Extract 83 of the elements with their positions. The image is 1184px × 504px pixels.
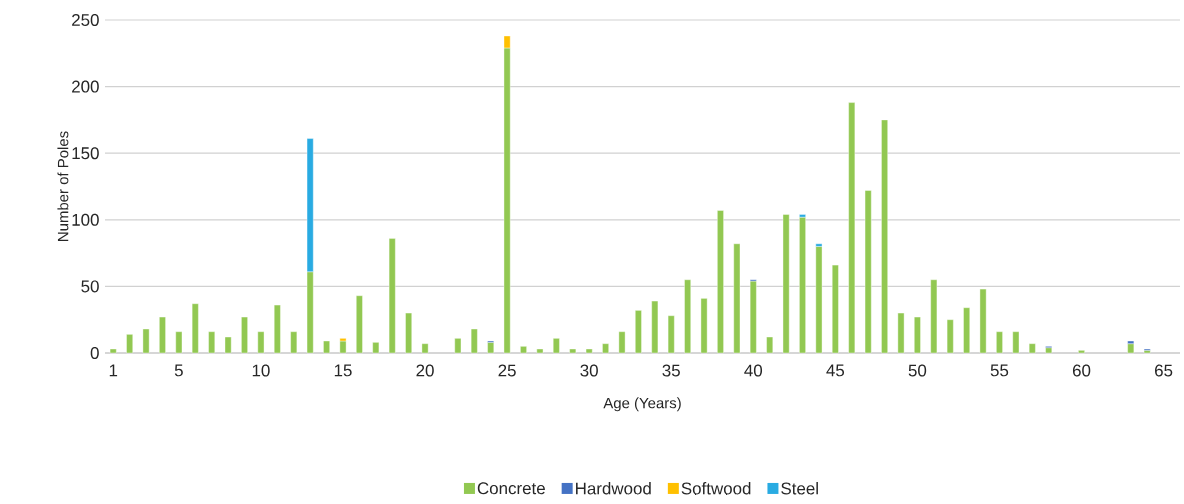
- bar: [208, 331, 215, 354]
- bar: [585, 348, 593, 354]
- bar: [1127, 343, 1135, 354]
- bar: [536, 348, 544, 354]
- bar: [1045, 347, 1053, 354]
- bar: [618, 331, 626, 354]
- bar: [946, 319, 954, 354]
- bar: [487, 342, 494, 354]
- bar: [602, 343, 609, 354]
- bar: [520, 346, 527, 354]
- x-tick-label: 25: [498, 364, 516, 377]
- bar: [766, 336, 774, 354]
- bar: [914, 316, 921, 354]
- bar: [684, 279, 691, 354]
- bar: [323, 340, 330, 354]
- bar: [224, 336, 232, 354]
- bar: [569, 348, 577, 354]
- bar: [257, 331, 265, 354]
- bar: [996, 331, 1003, 354]
- bar: [553, 338, 560, 354]
- x-tick-label: 30: [580, 364, 598, 377]
- bar: [635, 310, 642, 354]
- bar: [470, 328, 478, 354]
- bar: [749, 280, 757, 354]
- bar: [241, 316, 248, 354]
- bar: [421, 343, 429, 354]
- bar: [864, 190, 872, 354]
- bar: [290, 331, 298, 354]
- bar: [963, 307, 970, 354]
- y-tick-label: 100: [72, 213, 99, 226]
- x-tick-label: 60: [1072, 364, 1091, 377]
- bar: [126, 334, 133, 354]
- bar: [175, 331, 183, 354]
- y-tick-label: 250: [72, 14, 99, 26]
- bar: [356, 295, 363, 354]
- bar: [733, 243, 741, 354]
- x-tick-label: 55: [990, 364, 1009, 377]
- x-tick-label: 50: [908, 364, 927, 377]
- bar: [388, 238, 396, 354]
- x-tick-label: 20: [416, 364, 434, 377]
- x-tick-label: 45: [826, 364, 845, 377]
- bar: [1028, 343, 1036, 354]
- bar: [881, 119, 888, 354]
- x-tick-label: 40: [744, 364, 763, 377]
- y-tick-label: 150: [72, 147, 99, 160]
- legend-label: Hardwood: [576, 482, 651, 495]
- y-tick-label: 50: [81, 280, 99, 293]
- bar: [979, 288, 987, 354]
- bar: [832, 264, 839, 354]
- bar: [930, 279, 938, 354]
- bar: [1012, 331, 1020, 354]
- legend-label: Concrete: [477, 482, 545, 495]
- legend-label: Steel: [781, 482, 818, 495]
- bar: [897, 312, 905, 354]
- x-tick-label: 15: [334, 364, 352, 377]
- bar: [848, 102, 856, 354]
- bar: [372, 342, 380, 354]
- x-axis-title: Age (Years): [603, 397, 681, 412]
- bar: [799, 216, 806, 354]
- bar: [717, 210, 724, 354]
- x-tick-label: 1: [109, 364, 118, 377]
- x-tick-label: 5: [174, 364, 183, 377]
- bar: [191, 303, 199, 354]
- y-tick-label: 200: [72, 80, 99, 93]
- bar: [782, 214, 790, 354]
- bar: [651, 300, 659, 354]
- bar: [274, 304, 281, 354]
- bar: [109, 348, 117, 354]
- bar: [142, 328, 150, 354]
- bar: [339, 340, 347, 354]
- bar: [667, 315, 675, 354]
- y-tick-label: 0: [90, 347, 99, 359]
- bar: [159, 316, 166, 354]
- bar: [700, 298, 708, 354]
- bar: [405, 312, 412, 354]
- bar: [454, 338, 462, 354]
- x-tick-label: 10: [252, 364, 270, 377]
- bar: [1078, 350, 1085, 354]
- x-tick-label: 35: [662, 364, 680, 377]
- legend-label: Softwood: [681, 482, 751, 495]
- bar: [815, 246, 823, 354]
- y-axis-title: Number of Poles: [57, 131, 69, 241]
- x-tick-label: 65: [1155, 364, 1173, 377]
